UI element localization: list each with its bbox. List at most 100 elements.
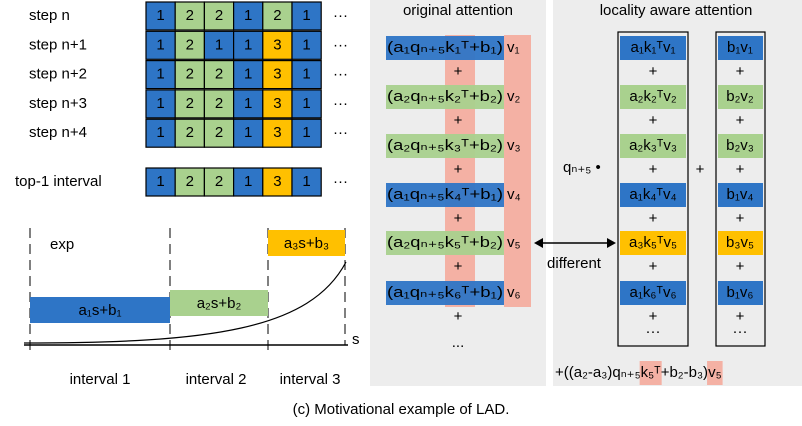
cell-value: 3 [273,36,281,53]
row-label: step n+3 [29,95,87,112]
term: (a₂qₙ₊₅k₅ᵀ+b₂) [387,234,503,251]
cell-value: 2 [273,7,281,24]
plus: + [736,161,745,178]
cell [291,1,322,31]
cell-value: 2 [215,95,223,112]
cell [233,59,264,90]
term-bg [386,134,504,158]
term-bg [620,134,686,158]
cell [233,118,264,148]
term-v: v₆ [507,284,521,301]
cell [174,89,205,119]
term-bg [620,85,686,109]
term: b₂v₃ [726,137,754,154]
plus: + [736,258,745,275]
column-box [617,31,689,347]
cell-value: 1 [156,173,164,190]
cell [291,89,322,119]
cell-value: 1 [156,95,164,112]
term: a₁k₄ᵀv₄ [629,186,676,203]
plus: + [649,161,658,178]
term-bg [386,183,504,207]
cell-value: 1 [156,66,164,83]
cell-value: 3 [273,66,281,83]
cell [291,30,322,60]
interval-box [170,290,268,316]
cell [291,59,322,90]
term-bg [718,36,763,60]
term: a₂k₂ᵀv₂ [629,88,676,105]
correction-part: +b₂-b₃) [661,364,708,381]
interval-formula: a₂s+b₂ [197,295,242,312]
term: b₁v₄ [726,186,753,203]
row-label: step n+2 [29,66,87,83]
plus: + [454,308,463,325]
correction-part: +((a₂-a₃)qₙ₊₅ [555,364,641,381]
term-bg [386,281,504,305]
term: b₁v₁ [727,39,753,56]
more: ... [452,334,465,351]
cell-value: 2 [215,124,223,141]
plus: + [736,63,745,80]
cell-value: 3 [273,124,281,141]
cell-value: 1 [244,66,252,83]
interval-label: interval 2 [186,371,247,388]
interval-label: interval 3 [280,371,341,388]
term: (a₁qₙ₊₅k₄ᵀ+b₁) [387,186,503,203]
row-label: step n+1 [29,36,87,53]
term-bg [718,231,763,255]
cell-value: 2 [186,173,194,190]
cell [145,118,176,148]
term-bg [620,36,686,60]
cell [145,30,176,60]
term: a₁k₁ᵀv₁ [630,39,675,56]
query: qₙ₊₅ • [563,159,601,176]
cell [262,59,293,90]
term: a₃k₅ᵀv₅ [629,234,677,251]
cell [203,118,235,148]
plus: + [736,308,745,325]
plus: + [649,308,658,325]
cell-value: 2 [186,7,194,24]
row-label: top-1 interval [15,173,102,190]
cell-value: 1 [302,173,310,190]
ellipsis: ··· [333,95,348,112]
panel-title: locality aware attention [600,2,753,19]
cell [145,167,176,197]
cell-value: 1 [215,36,223,53]
cell-value: 2 [215,7,223,24]
plus: + [454,210,463,227]
cell-value: 1 [244,36,252,53]
cell-value: 1 [302,66,310,83]
cell [203,167,235,197]
interval-label: interval 1 [70,371,131,388]
cell-value: 2 [186,95,194,112]
cell-value: 2 [215,66,223,83]
axis-label: s [352,331,360,348]
term-v: v₄ [507,186,521,203]
ellipsis: ··· [333,36,348,53]
interval-axes [23,228,348,352]
correction-part: v₅ [708,364,722,381]
term-bg [718,281,763,305]
plus: + [649,258,658,275]
ellipsis: ··· [333,7,348,24]
cell-value: 2 [186,124,194,141]
cell-value: 1 [302,36,310,53]
ellipsis: ··· [333,66,348,83]
term-bg [718,183,763,207]
cell-value: 1 [156,124,164,141]
term: (a₁qₙ₊₅k₆ᵀ+b₁) [387,284,503,301]
k-highlight [445,35,475,307]
plus: + [454,258,463,275]
term-bg [718,134,763,158]
term: a₂k₃ᵀv₃ [629,137,677,154]
interval-formula: a₁s+b₁ [78,302,121,319]
plus: + [454,161,463,178]
term: b₂v₂ [726,88,754,105]
interval-box [30,297,170,323]
v-highlight [504,35,531,307]
cell-value: 1 [244,95,252,112]
term: b₁v₆ [727,284,754,301]
cell [203,89,235,119]
